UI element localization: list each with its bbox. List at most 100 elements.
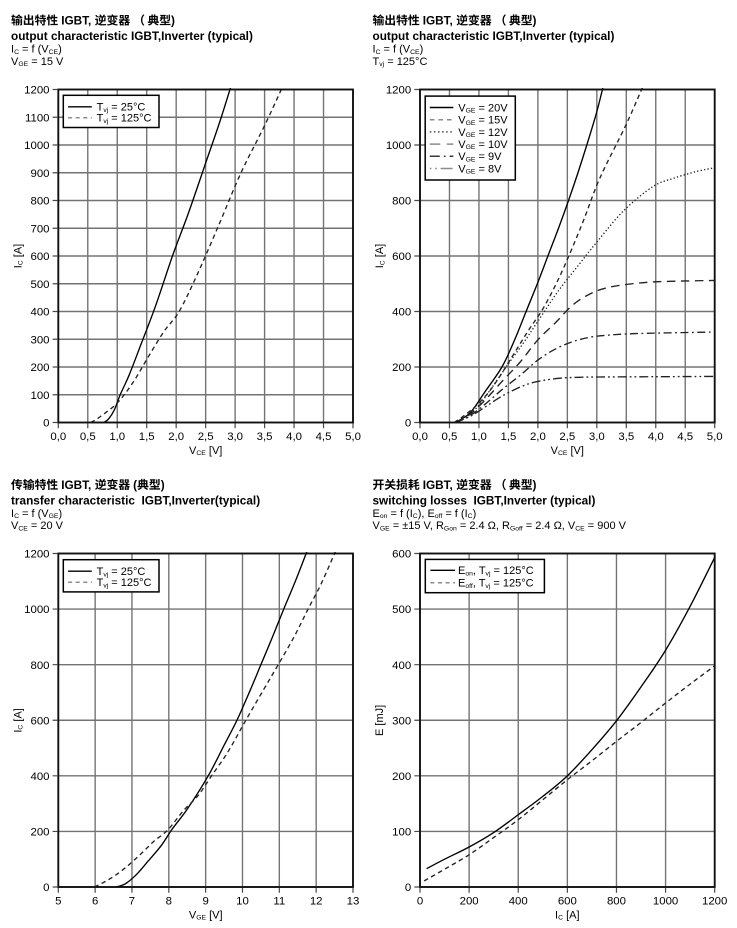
svg-text:VCE​ [V]: VCE​ [V] (189, 445, 222, 457)
svg-text:5: 5 (55, 896, 61, 908)
svg-text:): ) (161, 478, 165, 492)
svg-text:0,0: 0,0 (50, 431, 66, 443)
svg-text:600: 600 (558, 896, 577, 908)
svg-text:900: 900 (30, 168, 49, 180)
svg-text:VGE​ = 12V: VGE​ = 12V (458, 127, 508, 139)
svg-text:IC​ = f (VCE​): IC​ = f (VCE​) (11, 44, 62, 56)
svg-text:700: 700 (30, 223, 49, 235)
svg-text:VCE​ [V]: VCE​ [V] (551, 445, 584, 457)
svg-text:IGBT,: IGBT, (61, 478, 91, 492)
svg-text:3,0: 3,0 (589, 431, 605, 443)
svg-text:0,5: 0,5 (80, 431, 96, 443)
svg-text:IGBT,: IGBT, (423, 14, 453, 28)
svg-text:VGE​ = 15V: VGE​ = 15V (458, 115, 508, 127)
svg-text:1,5: 1,5 (500, 431, 516, 443)
svg-text:output characteristic IGBT,Inv: output characteristic IGBT,Inverter (typ… (11, 29, 253, 43)
svg-text:0: 0 (43, 882, 49, 894)
svg-text:0: 0 (417, 896, 423, 908)
svg-text:1000: 1000 (653, 896, 678, 908)
svg-text:): ) (533, 478, 537, 492)
svg-text:Tvj​ = 25°C: Tvj​ = 25°C (97, 566, 146, 578)
svg-text:IC​ [A]: IC​ [A] (13, 244, 25, 269)
svg-text:VGE​ = 10V: VGE​ = 10V (458, 139, 508, 151)
svg-text:1200: 1200 (702, 896, 727, 908)
svg-text:switching losses IGBT,Inverte: switching losses IGBT,Inverter (typical) (373, 493, 596, 507)
svg-text:E [mJ]: E [mJ] (374, 705, 386, 736)
svg-text:500: 500 (30, 279, 49, 291)
svg-text:100: 100 (30, 390, 49, 402)
svg-text:1000: 1000 (24, 140, 49, 152)
svg-text:200: 200 (30, 362, 49, 374)
svg-text:200: 200 (460, 896, 479, 908)
svg-text:7: 7 (129, 896, 135, 908)
svg-text:IC​ [A]: IC​ [A] (555, 909, 580, 921)
svg-text:2,0: 2,0 (168, 431, 184, 443)
svg-text:400: 400 (509, 896, 528, 908)
svg-text:200: 200 (392, 771, 411, 783)
svg-text:VGE​ = 15 V: VGE​ = 15 V (11, 56, 64, 68)
svg-text:(: ( (133, 478, 137, 492)
svg-text:Eon​, Tvj​ = 125°C: Eon​, Tvj​ = 125°C (458, 565, 534, 577)
svg-text:4,0: 4,0 (648, 431, 664, 443)
svg-text:0,0: 0,0 (412, 431, 428, 443)
svg-text:100: 100 (392, 827, 411, 839)
svg-text:IC​ [A]: IC​ [A] (13, 708, 25, 733)
svg-text:): ) (171, 14, 175, 28)
svg-text:5,0: 5,0 (345, 431, 361, 443)
svg-text:transfer characteristic IGBT,: transfer characteristic IGBT,Inverter(ty… (11, 493, 260, 507)
svg-text:3,5: 3,5 (618, 431, 634, 443)
svg-text:5,0: 5,0 (707, 431, 723, 443)
svg-text:300: 300 (30, 334, 49, 346)
svg-text:800: 800 (30, 196, 49, 208)
svg-text:1100: 1100 (25, 112, 50, 124)
svg-text:600: 600 (392, 549, 411, 561)
svg-text:Tvj​ = 25°C: Tvj​ = 25°C (97, 102, 146, 114)
svg-text:800: 800 (30, 660, 49, 672)
svg-text:300: 300 (392, 715, 411, 727)
svg-text:VGE​ = 9V: VGE​ = 9V (458, 151, 502, 163)
svg-text:0: 0 (405, 882, 411, 894)
svg-text:1200: 1200 (386, 85, 411, 97)
svg-text:VGE​ = ±15 V, RGon​ = 2.4 Ω, R: VGE​ = ±15 V, RGon​ = 2.4 Ω, RGoff​ = 2.… (373, 520, 627, 532)
svg-text:400: 400 (392, 307, 411, 319)
svg-text:800: 800 (607, 896, 626, 908)
svg-text:VCE​ = 20 V: VCE​ = 20 V (11, 520, 64, 532)
svg-text:1,5: 1,5 (139, 431, 155, 443)
svg-text:1000: 1000 (24, 604, 49, 616)
svg-text:11: 11 (273, 896, 285, 908)
svg-text:500: 500 (392, 604, 411, 616)
svg-text:12: 12 (310, 896, 323, 908)
svg-text:IGBT,: IGBT, (423, 478, 453, 492)
svg-text:Eon​ = f (IC​), Eoff​ = f (IC​: Eon​ = f (IC​), Eoff​ = f (IC​) (373, 508, 477, 520)
svg-text:Tvj​ = 125°C: Tvj​ = 125°C (97, 577, 152, 589)
svg-text:400: 400 (30, 771, 49, 783)
svg-text:600: 600 (30, 251, 49, 263)
svg-text:600: 600 (392, 251, 411, 263)
svg-text:Eoff​, Tvj​ = 125°C: Eoff​, Tvj​ = 125°C (458, 578, 534, 590)
svg-text:0: 0 (43, 418, 49, 430)
svg-text:VGE​ = 8V: VGE​ = 8V (458, 163, 502, 175)
svg-text:4,5: 4,5 (316, 431, 332, 443)
svg-text:IC​ = f (VGE​): IC​ = f (VGE​) (11, 508, 62, 520)
svg-text:1000: 1000 (386, 140, 411, 152)
svg-text:200: 200 (392, 362, 411, 374)
svg-text:VGE​ [V]: VGE​ [V] (189, 909, 223, 921)
svg-text:13: 13 (347, 896, 360, 908)
svg-text:output characteristic IGBT,Inv: output characteristic IGBT,Inverter (typ… (373, 29, 615, 43)
svg-text:3,0: 3,0 (227, 431, 243, 443)
svg-text:600: 600 (30, 715, 49, 727)
svg-text:IC​ [A]: IC​ [A] (374, 244, 386, 269)
svg-text:Tvj​ = 125°C: Tvj​ = 125°C (373, 56, 428, 68)
svg-text:2,5: 2,5 (559, 431, 575, 443)
svg-text:IC​ = f (VCE​): IC​ = f (VCE​) (373, 44, 424, 56)
svg-text:10: 10 (236, 896, 249, 908)
svg-text:1,0: 1,0 (109, 431, 125, 443)
svg-text:2,0: 2,0 (530, 431, 546, 443)
svg-text:0: 0 (405, 418, 411, 430)
svg-text:8: 8 (166, 896, 172, 908)
svg-text:): ) (533, 14, 537, 28)
svg-text:4,5: 4,5 (677, 431, 693, 443)
svg-text:0,5: 0,5 (442, 431, 458, 443)
svg-text:400: 400 (392, 660, 411, 672)
svg-text:IGBT,: IGBT, (61, 14, 91, 28)
